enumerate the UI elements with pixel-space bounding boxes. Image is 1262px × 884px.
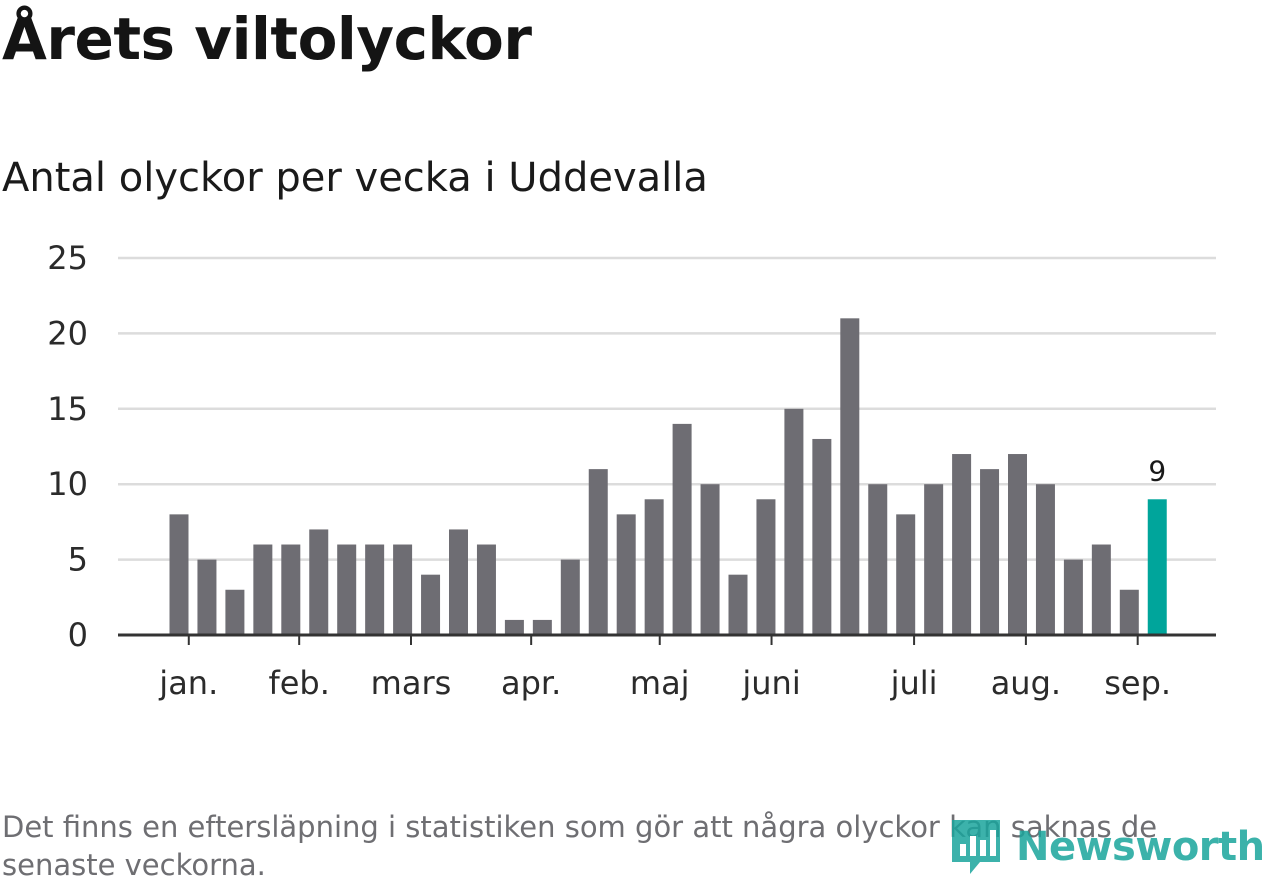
y-tick-label: 15 bbox=[47, 390, 88, 428]
bar bbox=[1063, 559, 1083, 635]
bar bbox=[309, 529, 329, 635]
bar bbox=[421, 574, 441, 635]
bar bbox=[532, 619, 552, 635]
bar bbox=[393, 544, 413, 635]
bar bbox=[644, 499, 664, 635]
chart-title: Årets viltolyckor bbox=[2, 5, 532, 73]
x-tick-label: juli bbox=[890, 664, 938, 702]
bar bbox=[281, 544, 301, 635]
y-tick-label: 5 bbox=[68, 541, 88, 579]
bar bbox=[756, 499, 776, 635]
bar bbox=[197, 559, 217, 635]
x-tick-label: sep. bbox=[1104, 664, 1171, 702]
bar bbox=[1119, 589, 1139, 635]
bar bbox=[672, 423, 692, 635]
y-tick-label: 0 bbox=[68, 616, 88, 654]
x-tick-label: juni bbox=[741, 664, 800, 702]
bar bbox=[337, 544, 357, 635]
y-tick-label: 25 bbox=[47, 239, 88, 277]
bar bbox=[952, 454, 972, 635]
bar bbox=[616, 514, 636, 635]
x-tick-label: aug. bbox=[991, 664, 1061, 702]
bars: 9 bbox=[169, 318, 1167, 635]
bar-highlight bbox=[1147, 499, 1167, 635]
bar bbox=[253, 544, 273, 635]
newsworthy-logo: Newsworthy bbox=[950, 818, 1262, 876]
grid-lines bbox=[118, 256, 1216, 561]
bar bbox=[449, 529, 468, 635]
x-tick-label: mars bbox=[371, 664, 452, 702]
bar bbox=[588, 469, 608, 635]
chart-subtitle: Antal olyckor per vecka i Uddevalla bbox=[2, 155, 708, 201]
bar bbox=[504, 619, 524, 635]
bar bbox=[896, 514, 916, 635]
bar bbox=[1091, 544, 1111, 635]
bar bbox=[924, 484, 944, 635]
y-axis: 0 5 10 15 20 25 bbox=[47, 239, 88, 654]
bar bbox=[476, 544, 496, 635]
x-axis: jan. feb. mars apr. maj juni juli aug. sep. bbox=[118, 633, 1216, 702]
y-tick-label: 20 bbox=[47, 314, 88, 352]
bar bbox=[365, 544, 385, 635]
y-tick-label: 10 bbox=[47, 465, 88, 503]
bar bbox=[812, 438, 832, 635]
bar bbox=[1008, 454, 1027, 635]
data-label: 9 bbox=[1148, 454, 1166, 487]
logo-text: Newsworthy bbox=[1016, 824, 1262, 870]
bar bbox=[225, 589, 245, 635]
bar bbox=[840, 318, 860, 635]
bar bbox=[728, 574, 748, 635]
x-tick-label: maj bbox=[630, 664, 690, 702]
bar bbox=[1035, 484, 1055, 635]
bar bbox=[784, 408, 804, 635]
bar bbox=[700, 484, 720, 635]
newsworthy-logo-icon bbox=[952, 820, 1000, 874]
bar bbox=[169, 514, 189, 635]
bar bbox=[560, 559, 580, 635]
x-tick-label: feb. bbox=[268, 664, 329, 702]
bar bbox=[868, 484, 888, 635]
x-tick-label: jan. bbox=[158, 664, 218, 702]
x-tick-label: apr. bbox=[501, 664, 561, 702]
bar bbox=[980, 469, 1000, 635]
